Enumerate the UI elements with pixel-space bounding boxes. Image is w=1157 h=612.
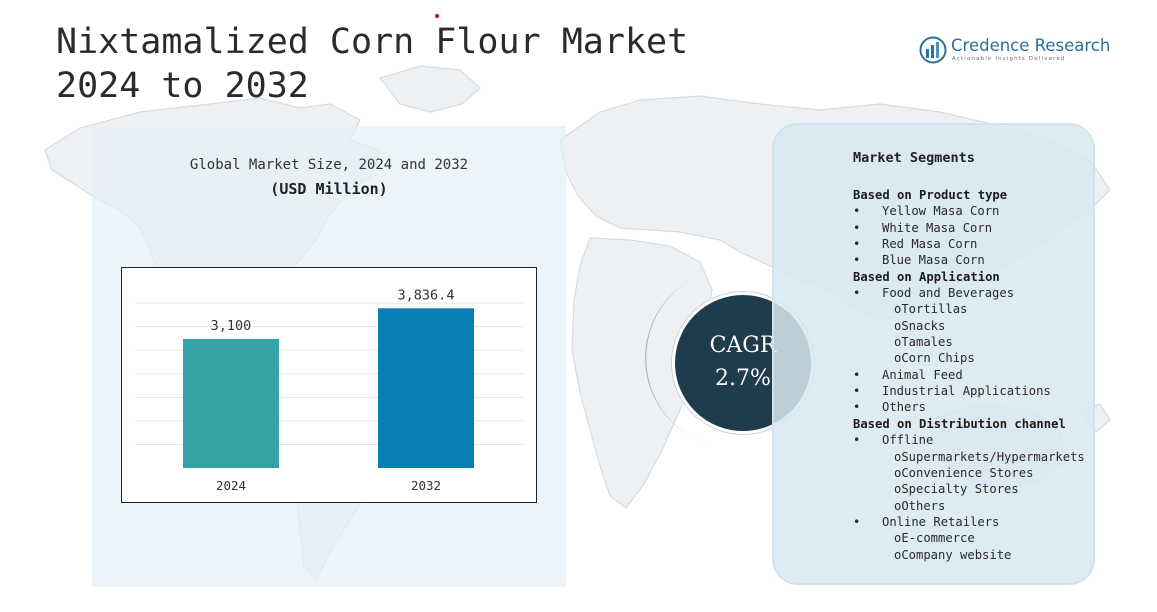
bullet-icon: •: [853, 433, 861, 448]
x-tick-label-2024: 2024: [216, 478, 246, 493]
brand-logo[interactable]: Credence Research Actionable Insights De…: [919, 36, 1110, 66]
title-line-1: Nixtamalized Corn Flour Market: [56, 22, 689, 62]
bullet-icon: •: [853, 237, 861, 252]
x-tick-label-2032: 2032: [411, 478, 441, 493]
segment-sub-item: oCompany website: [894, 547, 1012, 562]
segment-sub-item: oOthers: [894, 498, 946, 513]
bar-chart: 3,100 2024 3,836.4 2032: [121, 267, 537, 503]
segment-sub-item: oCorn Chips: [894, 351, 975, 366]
segments-title: Market Segments: [853, 150, 975, 166]
bullet-icon: •: [853, 514, 861, 529]
chart-title: Global Market Size, 2024 and 2032: [189, 157, 469, 173]
segment-sub-item: oTamales: [894, 335, 953, 350]
bar-chart-circle-icon: [919, 36, 947, 64]
chart-bars: 3,100 2024 3,836.4 2032: [183, 287, 474, 493]
segment-bullet-item: • Offline: [853, 432, 1093, 448]
segment-bullet-label: Animal Feed: [882, 367, 963, 382]
segment-bullet-label: White Masa Corn: [882, 220, 993, 235]
chart-unit: (USD Million): [270, 180, 388, 198]
segment-sub-item: oConvenience Stores: [894, 465, 1034, 480]
bullet-icon: •: [853, 400, 861, 415]
segment-sub-item: oSnacks: [894, 318, 946, 333]
segment-bullet-item: • Industrial Applications: [853, 383, 1093, 399]
segment-bullet-item: • Online Retailers: [853, 514, 1093, 530]
cagr-label: CAGR: [709, 333, 777, 358]
segment-bullet-label: Others: [882, 400, 927, 415]
bullet-icon: •: [853, 384, 861, 399]
segment-bullet-item: • Food and Beverages: [853, 285, 1093, 301]
segment-sub-item: oE-commerce: [894, 531, 975, 546]
brand-tagline: Actionable Insights Delivered: [952, 56, 1066, 62]
segment-bullet-item: • Others: [853, 399, 1093, 415]
segment-bullet-label: Blue Masa Corn: [882, 253, 985, 268]
bullet-icon: •: [853, 286, 861, 301]
bullet-icon: •: [853, 220, 861, 235]
segments-panel: [772, 123, 1095, 585]
bullet-icon: •: [853, 367, 861, 382]
segment-sub-item: oSupermarkets/Hypermarkets: [894, 449, 1085, 464]
segment-sub-item: oSpecialty Stores: [894, 482, 1019, 497]
page-title: Nixtamalized Corn Flour Market 2024 to 2…: [56, 20, 688, 108]
bullet-icon: •: [853, 253, 861, 268]
segment-heading: Based on Application: [853, 269, 1000, 284]
segment-bullet-label: Red Masa Corn: [882, 237, 978, 252]
brand-name: Credence Research: [951, 36, 1111, 55]
data-label-2032: 3,836.4: [398, 287, 455, 303]
segment-bullet-label: Yellow Masa Corn: [882, 204, 1000, 219]
title-line-2: 2024 to 2032: [56, 66, 309, 106]
segment-heading: Based on Distribution channel: [853, 416, 1066, 431]
segment-bullet-item: • Red Masa Corn: [853, 236, 1093, 252]
segment-bullet-item: • Yellow Masa Corn: [853, 203, 1093, 219]
segment-bullet-label: Online Retailers: [882, 514, 1000, 529]
segment-bullet-label: Offline: [882, 433, 934, 448]
segment-bullet-item: • Blue Masa Corn: [853, 252, 1093, 268]
segment-heading: Based on Product type: [853, 188, 1008, 202]
data-label-2024: 3,100: [211, 318, 252, 334]
marker-dot: [435, 14, 439, 18]
segment-bullet-label: Industrial Applications: [882, 384, 1051, 399]
bullet-icon: •: [853, 204, 861, 219]
segment-bullet-item: • White Masa Corn: [853, 220, 1093, 236]
segment-bullet-item: • Animal Feed: [853, 367, 1093, 383]
cagr-value: 2.7%: [715, 366, 771, 391]
segments-list: Based on Product type • Yellow Masa Corn • W…: [853, 187, 1093, 563]
bar-2024: [183, 338, 279, 468]
bar-2032: [378, 308, 474, 468]
segment-sub-item: oTortillas: [894, 302, 968, 317]
segment-bullet-label: Food and Beverages: [882, 286, 1015, 301]
